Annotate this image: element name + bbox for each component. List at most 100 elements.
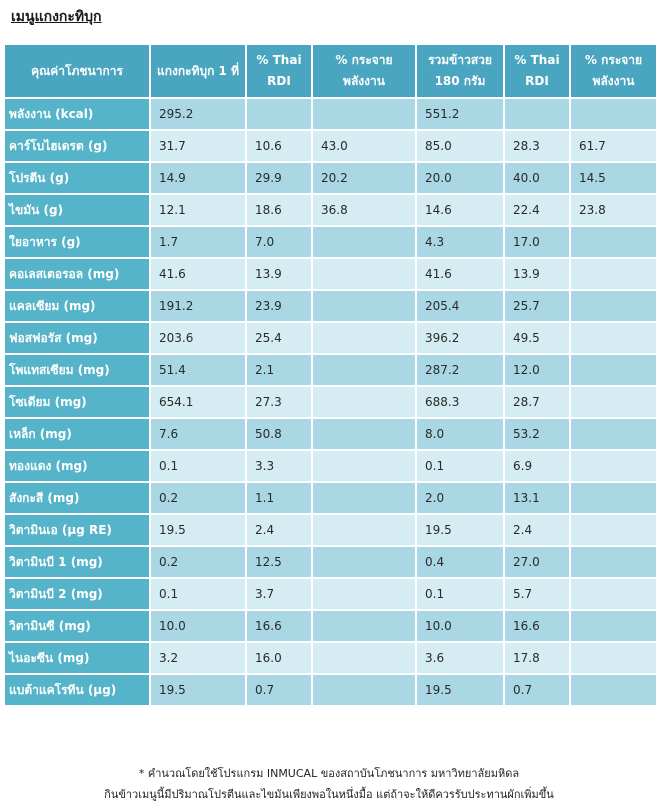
value-cell [313, 291, 415, 321]
value-cell [571, 259, 656, 289]
nutrient-label: วิตามินเอ (µg RE) [5, 515, 149, 545]
value-cell: 36.8 [313, 195, 415, 225]
value-cell: 14.5 [571, 163, 656, 193]
value-cell: 2.0 [417, 483, 503, 513]
value-cell [571, 355, 656, 385]
table-row: โปรตีน (g) 14.9 29.9 20.2 20.0 40.0 14.5 [5, 163, 656, 193]
value-cell: 28.3 [505, 131, 569, 161]
value-cell [571, 227, 656, 257]
value-cell: 14.6 [417, 195, 503, 225]
nutrient-label: โซเดียม (mg) [5, 387, 149, 417]
value-cell [571, 611, 656, 641]
value-cell [313, 259, 415, 289]
value-cell: 5.7 [505, 579, 569, 609]
nutrient-label: คาร์โบไฮเดรต (g) [5, 131, 149, 161]
table-row: ไขมัน (g) 12.1 18.6 36.8 14.6 22.4 23.8 [5, 195, 656, 225]
value-cell: 85.0 [417, 131, 503, 161]
value-cell: 27.0 [505, 547, 569, 577]
value-cell: 7.0 [247, 227, 311, 257]
value-cell: 29.9 [247, 163, 311, 193]
value-cell [571, 323, 656, 353]
value-cell: 53.2 [505, 419, 569, 449]
value-cell: 16.6 [247, 611, 311, 641]
value-cell: 551.2 [417, 99, 503, 129]
value-cell [247, 99, 311, 129]
table-row: วิตามินบี 1 (mg) 0.2 12.5 0.4 27.0 [5, 547, 656, 577]
value-cell: 0.2 [151, 483, 245, 513]
value-cell: 295.2 [151, 99, 245, 129]
nutrient-label: คอเลสเตอรอล (mg) [5, 259, 149, 289]
value-cell: 20.2 [313, 163, 415, 193]
nutrient-label: ไนอะซีน (mg) [5, 643, 149, 673]
value-cell: 61.7 [571, 131, 656, 161]
value-cell: 205.4 [417, 291, 503, 321]
value-cell: 17.0 [505, 227, 569, 257]
value-cell: 12.0 [505, 355, 569, 385]
value-cell: 27.3 [247, 387, 311, 417]
value-cell [571, 291, 656, 321]
value-cell: 14.9 [151, 163, 245, 193]
nutrient-label: วิตามินบี 1 (mg) [5, 547, 149, 577]
value-cell [313, 419, 415, 449]
header-thai-rdi-with-rice: % Thai RDI [505, 45, 569, 97]
value-cell: 13.9 [505, 259, 569, 289]
value-cell: 22.4 [505, 195, 569, 225]
value-cell: 0.7 [505, 675, 569, 705]
value-cell: 396.2 [417, 323, 503, 353]
value-cell: 0.4 [417, 547, 503, 577]
value-cell: 0.1 [417, 451, 503, 481]
value-cell: 0.1 [151, 451, 245, 481]
value-cell: 287.2 [417, 355, 503, 385]
value-cell: 0.1 [417, 579, 503, 609]
value-cell [313, 355, 415, 385]
value-cell: 19.5 [151, 675, 245, 705]
nutrient-label: สังกะสี (mg) [5, 483, 149, 513]
value-cell: 49.5 [505, 323, 569, 353]
value-cell: 0.7 [247, 675, 311, 705]
value-cell: 2.4 [505, 515, 569, 545]
value-cell: 203.6 [151, 323, 245, 353]
value-cell: 40.0 [505, 163, 569, 193]
value-cell: 25.7 [505, 291, 569, 321]
page-title: เมนูแกงกะทิบุก [11, 9, 102, 25]
value-cell [571, 675, 656, 705]
nutrient-label: ฟอสฟอรัส (mg) [5, 323, 149, 353]
nutrient-label: เหล็ก (mg) [5, 419, 149, 449]
value-cell: 23.9 [247, 291, 311, 321]
value-cell [571, 99, 656, 129]
value-cell: 191.2 [151, 291, 245, 321]
nutrient-label: วิตามินซี (mg) [5, 611, 149, 641]
value-cell: 20.0 [417, 163, 503, 193]
value-cell: 10.6 [247, 131, 311, 161]
value-cell: 10.0 [151, 611, 245, 641]
value-cell: 6.9 [505, 451, 569, 481]
table-row: วิตามินเอ (µg RE) 19.5 2.4 19.5 2.4 [5, 515, 656, 545]
nutrient-label: โปรตีน (g) [5, 163, 149, 193]
value-cell: 16.0 [247, 643, 311, 673]
value-cell: 23.8 [571, 195, 656, 225]
value-cell [313, 579, 415, 609]
value-cell: 8.0 [417, 419, 503, 449]
value-cell [313, 675, 415, 705]
table-row: โพแทสเซียม (mg) 51.4 2.1 287.2 12.0 [5, 355, 656, 385]
table-header-row: คุณค่าโภชนาการ แกงกะทิบุก 1 ที่ % Thai R… [5, 45, 656, 97]
value-cell: 7.6 [151, 419, 245, 449]
value-cell: 13.1 [505, 483, 569, 513]
value-cell: 16.6 [505, 611, 569, 641]
value-cell: 28.7 [505, 387, 569, 417]
value-cell [571, 547, 656, 577]
value-cell: 19.5 [417, 675, 503, 705]
value-cell: 10.0 [417, 611, 503, 641]
value-cell [313, 451, 415, 481]
nutrient-label: แคลเซียม (mg) [5, 291, 149, 321]
value-cell: 654.1 [151, 387, 245, 417]
value-cell: 1.1 [247, 483, 311, 513]
value-cell: 13.9 [247, 259, 311, 289]
value-cell [571, 483, 656, 513]
table-row: คอเลสเตอรอล (mg) 41.6 13.9 41.6 13.9 [5, 259, 656, 289]
value-cell: 0.2 [151, 547, 245, 577]
value-cell [571, 387, 656, 417]
value-cell [571, 451, 656, 481]
value-cell: 17.8 [505, 643, 569, 673]
nutrient-label: ใยอาหาร (g) [5, 227, 149, 257]
